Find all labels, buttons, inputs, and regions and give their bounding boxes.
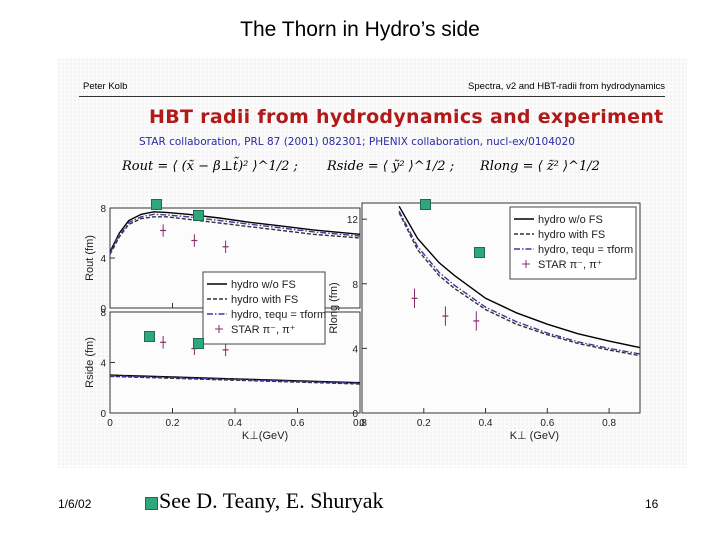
- y-tick-label: 4: [100, 254, 106, 265]
- legend-label: hydro w/o FS: [231, 279, 296, 291]
- bullet-icon: [145, 497, 158, 510]
- x-tick-label: 0.8: [353, 418, 367, 429]
- highlight-marker: [420, 199, 431, 210]
- definition-rout: Rout = ⟨ (x̃ − β⊥t̃)² ⟩^1/2 ;: [122, 159, 298, 174]
- series-line: [109, 375, 361, 384]
- legend-label: hydro with FS: [538, 229, 605, 241]
- y-tick-label: 0: [352, 409, 358, 420]
- legend-label: hydro w/o FS: [538, 214, 603, 226]
- series-line: [398, 205, 641, 349]
- x-tick-label: 0.8: [602, 418, 616, 429]
- y-tick-label: 0: [100, 304, 106, 315]
- legend-label: STAR π⁻, π⁺: [231, 324, 296, 336]
- highlight-marker: [474, 247, 485, 258]
- legend-label: STAR π⁻, π⁺: [538, 259, 603, 271]
- x-tick-label: 0.2: [417, 418, 431, 429]
- legend-label: hydro with FS: [231, 294, 298, 306]
- series-line: [109, 213, 361, 254]
- y-axis-label: Rlong (fm): [328, 282, 340, 333]
- series-line: [109, 216, 361, 255]
- footer-date: 1/6/02: [58, 497, 92, 511]
- slide-title: The Thorn in Hydro’s side: [240, 18, 480, 41]
- rside-panel: 0 4 8 0 0.2 0.4 0.6 0.8 K⊥(GeV) Rside (fm): [84, 308, 367, 442]
- footer-citation: See D. Teany, E. Shuryak: [159, 488, 384, 513]
- x-tick-label: 0.6: [540, 418, 554, 429]
- x-tick-label: 0.2: [166, 418, 180, 429]
- y-axis-label: Rout (fm): [84, 235, 96, 281]
- x-axis-label: K⊥(GeV): [242, 430, 288, 442]
- x-tick-label: 0.4: [228, 418, 242, 429]
- legend-label: hydro, τequ = τform: [538, 244, 633, 256]
- highlight-marker: [193, 338, 204, 349]
- highlight-marker: [193, 210, 204, 221]
- x-tick-label: 0: [359, 418, 365, 429]
- legends: hydro w/o FS hydro with FS hydro, τequ = τ…: [202, 206, 637, 345]
- definition-rside: Rside = ⟨ ỹ² ⟩^1/2 ;: [327, 159, 455, 174]
- y-tick-label: 8: [100, 204, 106, 215]
- figure-divider: [79, 96, 665, 97]
- definition-rlong: Rlong = ⟨ z̃² ⟩^1/2: [480, 159, 600, 174]
- x-tick-label: 0.6: [291, 418, 305, 429]
- y-axis-label: Rside (fm): [84, 337, 96, 388]
- figure-context: Spectra, v2 and HBT-radii from hydrodyna…: [468, 81, 665, 92]
- figure-heading: HBT radii from hydrodynamics and experim…: [149, 106, 664, 128]
- series-line: [109, 211, 361, 253]
- highlight-marker: [151, 199, 162, 210]
- figure-reference: STAR collaboration, PRL 87 (2001) 082301…: [139, 136, 575, 148]
- y-tick-label: 0: [100, 409, 106, 420]
- page-number: 16: [645, 497, 659, 511]
- x-tick-label: 0: [107, 418, 113, 429]
- figure-author: Peter Kolb: [83, 81, 128, 92]
- y-tick-label: 12: [347, 215, 359, 226]
- series-line: [398, 212, 641, 357]
- x-axis-label: K⊥ (GeV): [510, 430, 559, 442]
- x-tick-label: 0.4: [479, 418, 493, 429]
- legend-label: hydro, τequ = τform: [231, 309, 326, 321]
- y-tick-label: 4: [100, 359, 106, 370]
- series-line: [398, 210, 641, 355]
- y-tick-label: 8: [100, 308, 106, 319]
- y-tick-label: 8: [352, 280, 358, 291]
- y-tick-label: 4: [352, 344, 358, 355]
- highlight-marker: [144, 331, 155, 342]
